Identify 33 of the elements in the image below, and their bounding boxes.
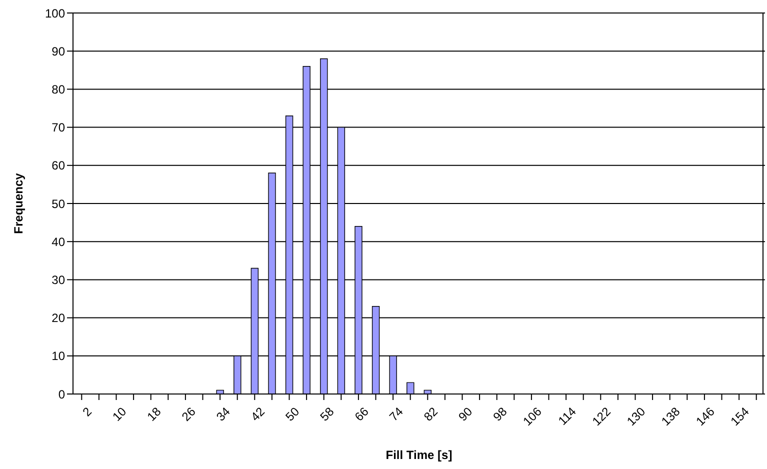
x-tick-label: 66	[352, 404, 372, 424]
x-axis-title: Fill Time [s]	[386, 448, 452, 462]
y-tick-label: 70	[52, 120, 66, 135]
x-tick-label: 138	[658, 404, 683, 429]
x-tick-label: 146	[693, 404, 718, 429]
y-tick-label: 30	[52, 272, 66, 287]
y-tick-label: 60	[52, 158, 66, 173]
y-tick-label: 50	[52, 196, 66, 211]
x-tick-label: 2	[80, 404, 95, 420]
x-tick-label: 18	[144, 404, 164, 424]
x-tick-label: 26	[178, 404, 199, 424]
x-tick-label: 50	[282, 404, 302, 424]
y-tick-label: 20	[52, 311, 66, 326]
y-axis-title: Frequency	[11, 172, 26, 234]
x-tick-label: 58	[317, 404, 337, 424]
y-tick-label: 90	[52, 44, 66, 58]
x-tick-label: 10	[110, 404, 130, 424]
y-tick-label: 0	[58, 387, 66, 402]
x-tick-label: 98	[490, 404, 510, 424]
x-tick-label: 130	[624, 404, 648, 429]
x-tick-label: 34	[214, 404, 234, 424]
x-tick-label: 90	[456, 404, 476, 424]
x-tick-label: 82	[421, 404, 441, 424]
x-tick-label: 114	[555, 404, 580, 428]
x-tick-label: 106	[520, 404, 545, 429]
x-tick-label: 74	[386, 404, 406, 424]
y-tick-label: 80	[52, 82, 66, 96]
x-tick-label: 42	[248, 404, 268, 424]
y-tick-label: 10	[52, 349, 66, 364]
y-tick-label: 100	[44, 6, 66, 20]
x-tick-label: 122	[589, 404, 614, 429]
y-tick-label: 40	[52, 234, 66, 249]
x-tick-label: 154	[728, 404, 752, 429]
